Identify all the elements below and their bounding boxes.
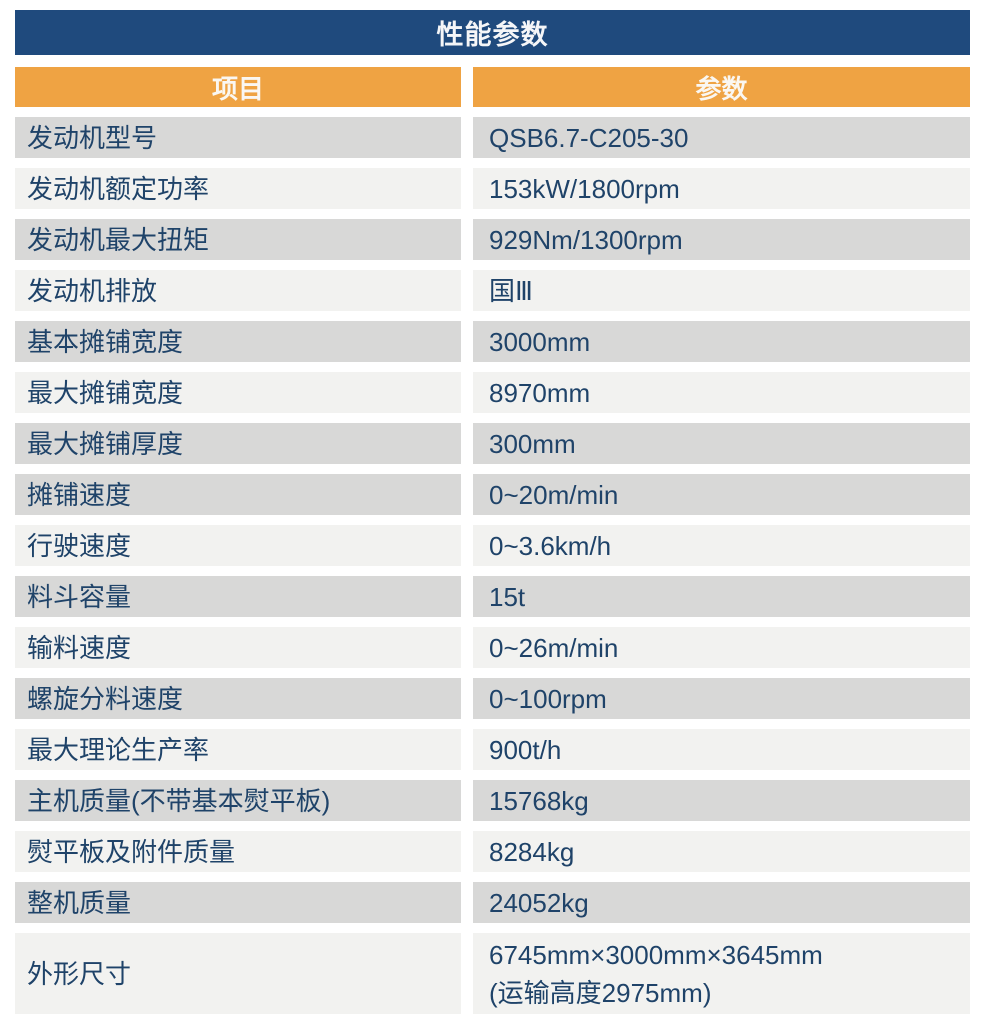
item-cell: 熨平板及附件质量	[15, 831, 461, 872]
item-label: 整机质量	[27, 887, 132, 918]
item-label: 发动机型号	[27, 122, 158, 153]
item-cell: 外形尺寸	[15, 933, 461, 1014]
table-row: 螺旋分料速度 0~100rpm	[15, 678, 970, 719]
table-row: 行驶速度 0~3.6km/h	[15, 525, 970, 566]
table-title: 性能参数	[15, 10, 970, 55]
item-label: 发动机排放	[27, 275, 158, 306]
table-row: 基本摊铺宽度 3000mm	[15, 321, 970, 362]
item-cell: 发动机型号	[15, 117, 461, 158]
value-cell: 24052kg	[473, 882, 970, 923]
item-label: 行驶速度	[27, 530, 132, 561]
table-row: 发动机排放 国Ⅲ	[15, 270, 970, 311]
value-text: 0~100rpm	[489, 683, 607, 714]
value-cell: 15t	[473, 576, 970, 617]
item-label: 发动机最大扭矩	[27, 224, 210, 255]
table-row: 料斗容量 15t	[15, 576, 970, 617]
item-cell: 发动机最大扭矩	[15, 219, 461, 260]
item-label: 基本摊铺宽度	[27, 326, 184, 357]
value-cell: QSB6.7-C205-30	[473, 117, 970, 158]
table-row: 最大摊铺宽度 8970mm	[15, 372, 970, 413]
item-label: 最大摊铺厚度	[27, 428, 184, 459]
item-cell: 发动机排放	[15, 270, 461, 311]
item-label: 螺旋分料速度	[27, 683, 184, 714]
table-row: 输料速度 0~26m/min	[15, 627, 970, 668]
value-text: 国Ⅲ	[489, 275, 533, 306]
value-text: 153kW/1800rpm	[489, 173, 680, 204]
value-text: 8970mm	[489, 377, 591, 408]
value-cell: 3000mm	[473, 321, 970, 362]
item-cell: 主机质量(不带基本熨平板)	[15, 780, 461, 821]
value-text: 15768kg	[489, 785, 589, 816]
column-header-item: 项目	[15, 67, 461, 107]
value-text: 6745mm×3000mm×3645mm	[489, 939, 823, 970]
value-text: 900t/h	[489, 734, 562, 765]
item-cell: 最大摊铺厚度	[15, 423, 461, 464]
value-cell: 8970mm	[473, 372, 970, 413]
table-row: 摊铺速度 0~20m/min	[15, 474, 970, 515]
value-cell: 153kW/1800rpm	[473, 168, 970, 209]
value-cell: 0~3.6km/h	[473, 525, 970, 566]
item-label: 熨平板及附件质量	[27, 836, 236, 867]
item-cell: 螺旋分料速度	[15, 678, 461, 719]
value-text: 3000mm	[489, 326, 591, 357]
table-row: 最大摊铺厚度 300mm	[15, 423, 970, 464]
item-label: 料斗容量	[27, 581, 132, 612]
item-cell: 输料速度	[15, 627, 461, 668]
item-cell: 发动机额定功率	[15, 168, 461, 209]
value-cell: 0~100rpm	[473, 678, 970, 719]
value-cell: 8284kg	[473, 831, 970, 872]
item-label: 输料速度	[27, 632, 132, 663]
column-header-row: 项目 参数	[15, 67, 970, 107]
item-label: 发动机额定功率	[27, 173, 210, 204]
table-row: 熨平板及附件质量 8284kg	[15, 831, 970, 872]
item-cell: 行驶速度	[15, 525, 461, 566]
value-text: 15t	[489, 581, 526, 612]
value-text: QSB6.7-C205-30	[489, 122, 689, 153]
table-row: 最大理论生产率 900t/h	[15, 729, 970, 770]
item-label: 最大理论生产率	[27, 734, 210, 765]
value-text: 0~20m/min	[489, 479, 619, 510]
table-row: 外形尺寸 6745mm×3000mm×3645mm (运输高度2975mm)	[15, 933, 970, 1014]
value-cell: 300mm	[473, 423, 970, 464]
value-cell: 国Ⅲ	[473, 270, 970, 311]
table-row: 发动机型号 QSB6.7-C205-30	[15, 117, 970, 158]
value-text: 929Nm/1300rpm	[489, 224, 683, 255]
item-cell: 最大理论生产率	[15, 729, 461, 770]
item-cell: 基本摊铺宽度	[15, 321, 461, 362]
value-text: 0~26m/min	[489, 632, 619, 663]
value-cell: 900t/h	[473, 729, 970, 770]
item-cell: 整机质量	[15, 882, 461, 923]
table-row: 发动机最大扭矩 929Nm/1300rpm	[15, 219, 970, 260]
value-cell: 15768kg	[473, 780, 970, 821]
item-cell: 最大摊铺宽度	[15, 372, 461, 413]
item-label: 主机质量(不带基本熨平板)	[27, 785, 331, 816]
column-header-param: 参数	[473, 67, 970, 107]
value-text: 0~3.6km/h	[489, 530, 612, 561]
value-cell: 929Nm/1300rpm	[473, 219, 970, 260]
item-label: 外形尺寸	[27, 958, 132, 989]
value-cell: 0~20m/min	[473, 474, 970, 515]
item-label: 摊铺速度	[27, 479, 132, 510]
value-text-line2: (运输高度2975mm)	[489, 977, 712, 1008]
item-label: 最大摊铺宽度	[27, 377, 184, 408]
table-row: 主机质量(不带基本熨平板) 15768kg	[15, 780, 970, 821]
table-row: 整机质量 24052kg	[15, 882, 970, 923]
item-cell: 料斗容量	[15, 576, 461, 617]
value-text: 300mm	[489, 428, 576, 459]
value-cell: 0~26m/min	[473, 627, 970, 668]
table-body: 发动机型号 QSB6.7-C205-30 发动机额定功率 153kW/1800rpm 发…	[15, 117, 970, 1014]
value-text: 24052kg	[489, 887, 589, 918]
value-cell: 6745mm×3000mm×3645mm (运输高度2975mm)	[473, 933, 970, 1014]
value-text: 8284kg	[489, 836, 575, 867]
item-cell: 摊铺速度	[15, 474, 461, 515]
table-row: 发动机额定功率 153kW/1800rpm	[15, 168, 970, 209]
